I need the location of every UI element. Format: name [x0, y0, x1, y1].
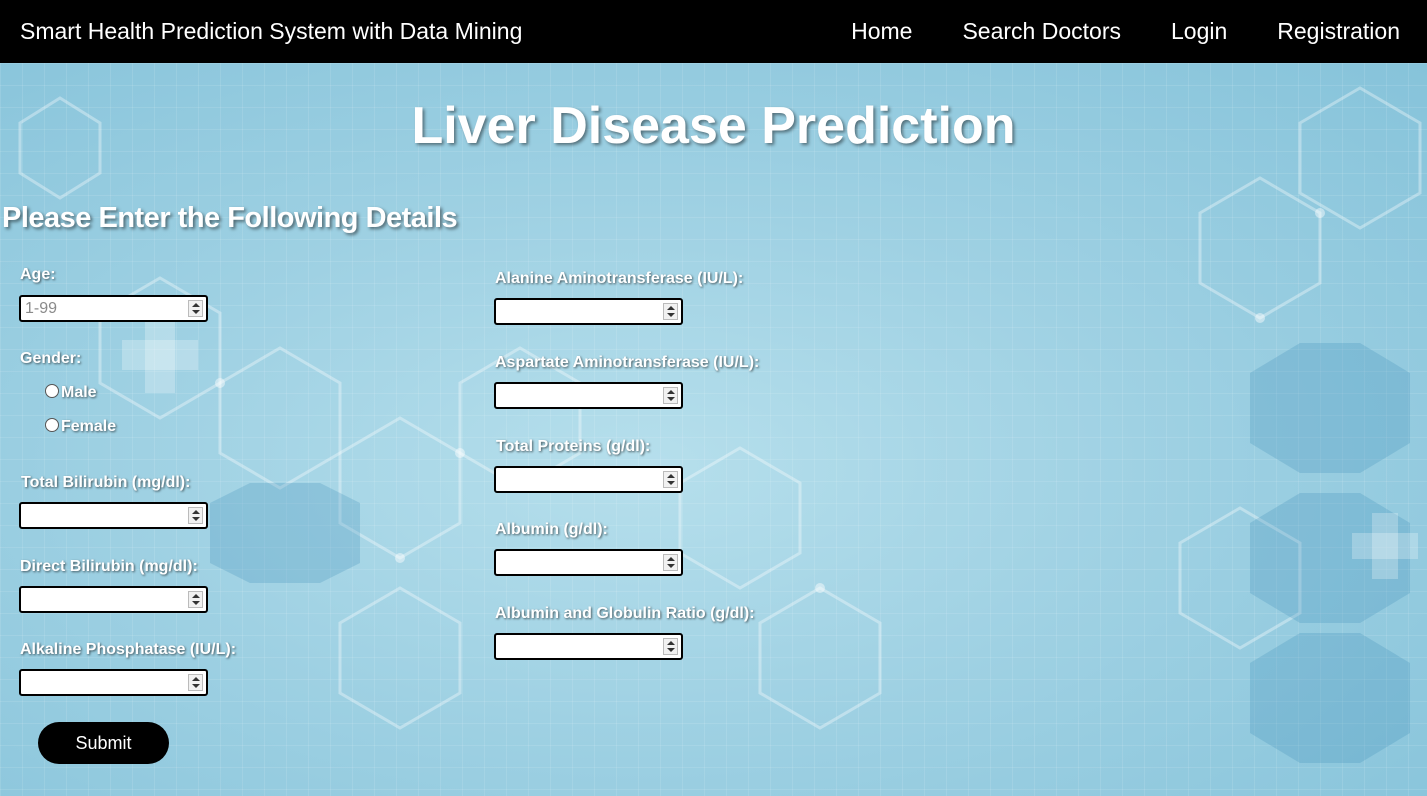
stepper-down-icon[interactable]	[192, 684, 200, 688]
total-proteins-input[interactable]	[498, 470, 662, 489]
total-proteins-stepper[interactable]	[663, 471, 678, 488]
alanine-aminotransferase-field[interactable]	[494, 298, 683, 325]
albumin-field[interactable]	[494, 549, 683, 576]
stepper-down-icon[interactable]	[192, 517, 200, 521]
aspartate-aminotransferase-label: Aspartate Aminotransferase (IU/L):	[495, 354, 760, 371]
direct-bilirubin-field[interactable]	[19, 586, 208, 613]
stepper-up-icon[interactable]	[667, 390, 675, 394]
stepper-down-icon[interactable]	[667, 564, 675, 568]
page-title: Liver Disease Prediction	[411, 97, 1016, 155]
total-proteins-label: Total Proteins (g/dl):	[496, 438, 651, 455]
albumin-input[interactable]	[498, 553, 662, 572]
ag-ratio-label: Albumin and Globulin Ratio (g/dl):	[495, 605, 755, 622]
albumin-label: Albumin (g/dl):	[495, 521, 608, 538]
stepper-down-icon[interactable]	[667, 648, 675, 652]
total-bilirubin-input[interactable]	[23, 506, 187, 525]
stepper-up-icon[interactable]	[192, 677, 200, 681]
gender-female-radio[interactable]	[45, 418, 59, 432]
direct-bilirubin-input[interactable]	[23, 590, 187, 609]
nav-login-link[interactable]: Login	[1170, 18, 1228, 44]
alanine-aminotransferase-stepper[interactable]	[663, 303, 678, 320]
albumin-stepper[interactable]	[663, 554, 678, 571]
stepper-down-icon[interactable]	[667, 397, 675, 401]
ag-ratio-input[interactable]	[498, 637, 662, 656]
site-brand[interactable]: Smart Health Prediction System with Data…	[20, 18, 523, 44]
aspartate-aminotransferase-stepper[interactable]	[663, 387, 678, 404]
stepper-down-icon[interactable]	[667, 481, 675, 485]
ag-ratio-stepper[interactable]	[663, 638, 678, 655]
stepper-down-icon[interactable]	[192, 310, 200, 314]
gender-label: Gender:	[20, 350, 82, 367]
direct-bilirubin-stepper[interactable]	[188, 591, 203, 608]
hexagon-pattern	[18, 86, 1422, 763]
stepper-up-icon[interactable]	[192, 510, 200, 514]
alkaline-phosphatase-input[interactable]	[23, 673, 187, 692]
total-proteins-field[interactable]	[494, 466, 683, 493]
total-bilirubin-stepper[interactable]	[188, 507, 203, 524]
nav-home-link[interactable]: Home	[851, 18, 913, 44]
aspartate-aminotransferase-field[interactable]	[494, 382, 683, 409]
stepper-up-icon[interactable]	[667, 557, 675, 561]
gender-male-radio[interactable]	[45, 384, 59, 398]
nav-registration-link[interactable]: Registration	[1277, 18, 1400, 44]
stepper-up-icon[interactable]	[667, 474, 675, 478]
alkaline-phosphatase-label: Alkaline Phosphatase (IU/L):	[20, 641, 237, 658]
age-input[interactable]	[23, 299, 187, 318]
stepper-down-icon[interactable]	[667, 313, 675, 317]
age-label: Age:	[20, 266, 56, 283]
stepper-up-icon[interactable]	[667, 306, 675, 310]
age-stepper[interactable]	[188, 300, 203, 317]
form-subtitle: Please Enter the Following Details	[2, 202, 458, 234]
total-bilirubin-label: Total Bilirubin (mg/dl):	[21, 474, 191, 491]
nav-menu: Home Search Doctors Login Registration	[851, 18, 1400, 45]
age-field[interactable]	[19, 295, 208, 322]
stepper-down-icon[interactable]	[192, 601, 200, 605]
top-navbar: Smart Health Prediction System with Data…	[0, 0, 1427, 63]
gender-female-label[interactable]: Female	[61, 418, 117, 435]
stepper-up-icon[interactable]	[667, 641, 675, 645]
alkaline-phosphatase-stepper[interactable]	[188, 674, 203, 691]
gender-male-label[interactable]: Male	[61, 384, 97, 401]
direct-bilirubin-label: Direct Bilirubin (mg/dl):	[20, 558, 198, 575]
ag-ratio-field[interactable]	[494, 633, 683, 660]
medical-hexagon-background	[0, 63, 1427, 796]
stepper-up-icon[interactable]	[192, 594, 200, 598]
alkaline-phosphatase-field[interactable]	[19, 669, 208, 696]
total-bilirubin-field[interactable]	[19, 502, 208, 529]
aspartate-aminotransferase-input[interactable]	[498, 386, 662, 405]
alanine-aminotransferase-input[interactable]	[498, 302, 662, 321]
alanine-aminotransferase-label: Alanine Aminotransferase (IU/L):	[495, 270, 744, 287]
nav-search-doctors-link[interactable]: Search Doctors	[962, 18, 1121, 44]
submit-button[interactable]: Submit	[38, 722, 169, 764]
stepper-up-icon[interactable]	[192, 303, 200, 307]
